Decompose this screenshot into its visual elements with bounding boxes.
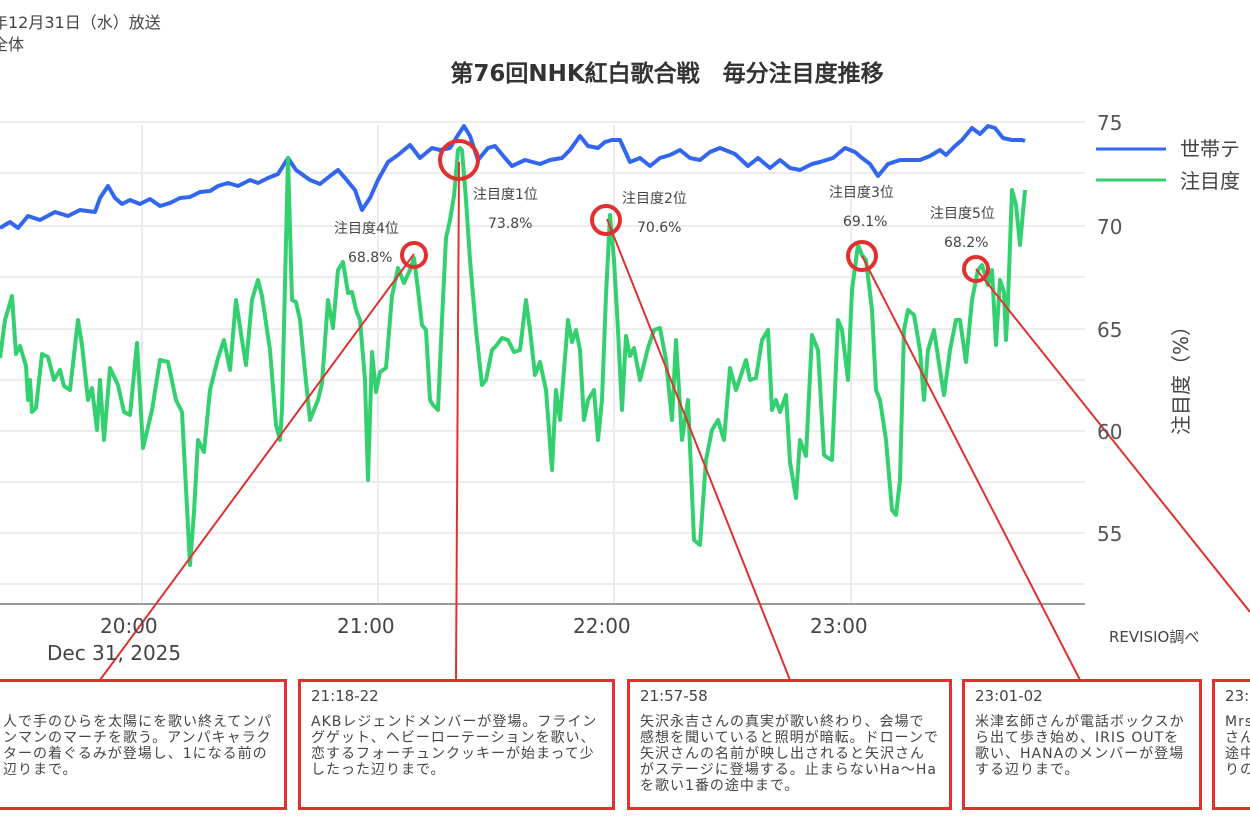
peak-circle-rank5: [962, 255, 990, 283]
box-time: [3, 688, 274, 704]
annotation-leader-lines: [99, 161, 1250, 681]
annotation-rank2-value: 70.6%: [637, 220, 681, 236]
chart-title: 第76回NHK紅白歌合戦 毎分注目度推移: [450, 61, 884, 87]
annotation-box-2: 21:18-22 AKBレジェンドメンバーが登場。フライングゲット、ヘビーローテ…: [298, 679, 615, 810]
y-tick-55: 55: [1097, 522, 1122, 546]
source-credit: REVISIO調べ: [1109, 628, 1200, 646]
annotation-rank4-value: 68.8%: [348, 250, 392, 266]
y-tick-75: 75: [1097, 111, 1122, 135]
peak-circle-rank4: [400, 241, 428, 269]
peak-circle-rank3: [846, 240, 878, 272]
legend-household-label[interactable]: 世帯テ: [1180, 137, 1240, 161]
box-description: Mrsさん途中りの: [1225, 714, 1250, 778]
broadcast-header: 年12月31日（水）放送 全体: [0, 12, 161, 56]
box-time: 23:3: [1225, 687, 1250, 705]
audience-segment: 全体: [0, 35, 25, 54]
x-tick-2000: 20:00: [100, 614, 158, 638]
box-time: 21:57-58: [640, 687, 708, 705]
y-tick-65: 65: [1097, 318, 1122, 342]
y-tick-70: 70: [1097, 215, 1122, 239]
annotation-rank2-label: 注目度2位: [622, 191, 687, 207]
annotation-rank1-value: 73.8%: [488, 216, 532, 232]
annotation-rank5-value: 68.2%: [944, 235, 988, 251]
series-household-line: [0, 124, 1026, 230]
box-time: 21:18-22: [311, 687, 379, 705]
box-time: 23:01-02: [975, 687, 1043, 705]
annotation-box-3: 21:57-58 矢沢永吉さんの真実が歌い終わり、会場で感想を聞いていると照明が…: [627, 679, 952, 810]
x-tick-2300: 23:00: [810, 614, 868, 638]
box-description: AKBレジェンドメンバーが登場。フライングゲット、ヘビーローテーションを歌い、恋…: [311, 714, 598, 778]
y-axis-title: 注目度（%）: [1169, 316, 1193, 435]
x-tick-2200: 22:00: [573, 614, 631, 638]
x-tick-2100: 21:00: [337, 614, 395, 638]
annotation-rank5-label: 注目度5位: [930, 206, 995, 222]
broadcast-date: 年12月31日（水）放送: [0, 13, 161, 32]
box-description: 米津玄師さんが電話ボックスから出て歩き始め、IRIS OUTを歌い、HANAのメ…: [975, 714, 1185, 778]
legend[interactable]: 世帯テ 注目度: [1096, 137, 1240, 193]
box-description: 矢沢永吉さんの真実が歌い終わり、会場で感想を聞いていると照明が暗転。ドローンで矢…: [640, 714, 939, 794]
legend-attention-label[interactable]: 注目度: [1180, 169, 1240, 193]
annotation-rank3-value: 69.1%: [843, 214, 887, 230]
peak-circle-rank2: [590, 204, 622, 236]
peak-circle-rank1: [438, 139, 480, 181]
y-tick-60: 60: [1097, 420, 1122, 444]
annotation-circles: [400, 139, 990, 283]
box-description: 人で手のひらを太陽にを歌い終えてンパンマンのマーチを歌う。アンパキャラクターの着…: [3, 714, 273, 778]
series-attention-line: [0, 146, 1027, 567]
x-date-label: Dec 31, 2025: [47, 641, 181, 665]
annotation-box-1: 人で手のひらを太陽にを歌い終えてンパンマンのマーチを歌う。アンパキャラクターの着…: [0, 679, 287, 810]
annotation-box-4: 23:01-02 米津玄師さんが電話ボックスから出て歩き始め、IRIS OUTを…: [962, 679, 1202, 810]
annotation-rank3-label: 注目度3位: [829, 185, 894, 201]
annotation-rank1-label: 注目度1位: [473, 187, 538, 203]
annotation-rank4-label: 注目度4位: [334, 221, 399, 237]
annotation-box-5: 23:3 Mrsさん途中りの: [1212, 679, 1250, 810]
